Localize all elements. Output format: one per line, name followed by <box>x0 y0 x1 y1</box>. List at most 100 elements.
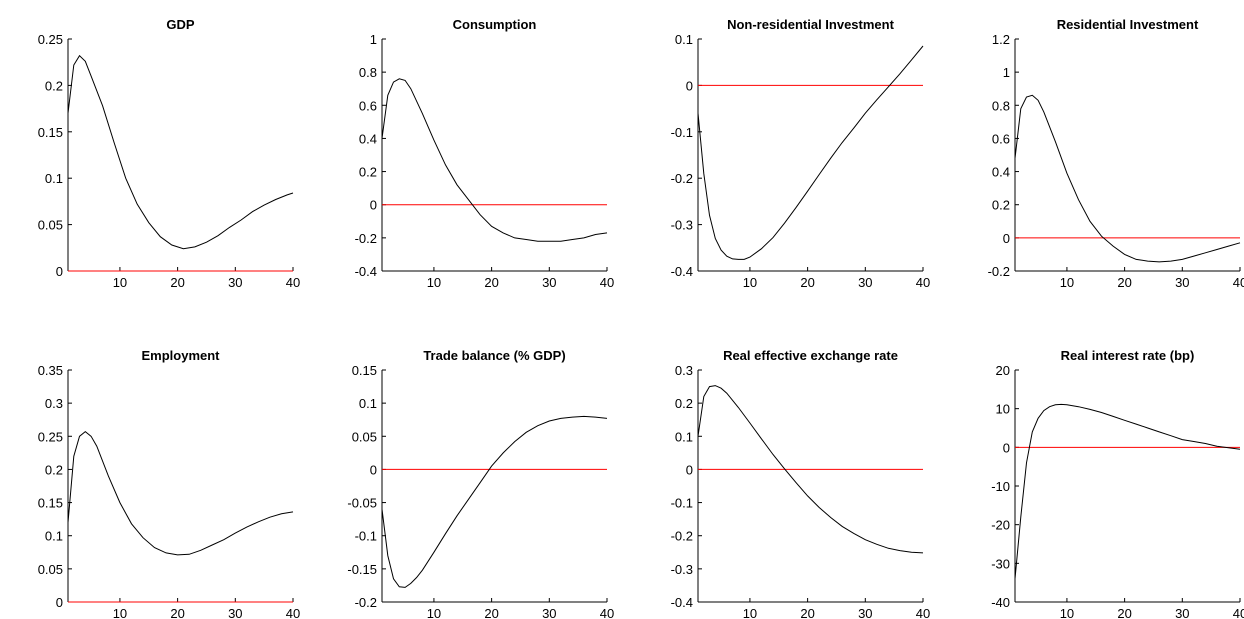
y-tick-label: 0.1 <box>45 171 63 186</box>
series-line <box>697 45 924 260</box>
y-tick-label: 0.2 <box>359 165 377 180</box>
x-tick-label: 40 <box>600 275 614 290</box>
x-tick-label: 20 <box>800 275 814 290</box>
y-tick-label: -0.05 <box>347 496 377 511</box>
y-tick-label: 0.35 <box>38 363 63 378</box>
y-tick-label: 0.2 <box>992 198 1010 213</box>
x-tick-label: 10 <box>427 606 441 619</box>
x-tick-label: 30 <box>542 275 556 290</box>
y-tick-label: 0.15 <box>352 363 377 378</box>
y-tick-label: 0.2 <box>45 78 63 93</box>
y-tick-label: 0.05 <box>38 218 63 233</box>
chart-panel-3: Non-residential Investment -0.4 -0.3 -0.2 -0… <box>671 17 931 290</box>
y-tick-label: 0.3 <box>45 396 63 411</box>
x-tick-label: 10 <box>743 606 757 619</box>
y-tick-label: 0.6 <box>992 131 1010 146</box>
y-tick-label: 0.15 <box>38 496 63 511</box>
y-tick-label: 0.2 <box>675 396 693 411</box>
x-tick-label: 40 <box>916 275 930 290</box>
y-tick-label: -0.3 <box>671 218 693 233</box>
x-tick-label: 30 <box>858 606 872 619</box>
chart-panel-4: Residential Investment -0.2 0 0.2 0.4 0.6 0.8 1… <box>988 17 1244 290</box>
chart-panel-7: Real effective exchange rate -0.4 -0.3 -0.2… <box>671 348 931 619</box>
chart-panel-6: Trade balance (% GDP) -0.2 -0.15 -0.1 -0.05 0… <box>347 348 614 619</box>
y-tick-label: -10 <box>991 479 1010 494</box>
chart-panel-5: Employment 0 0.05 0.1 0.15 0.2 0.25 0.3 0.35 10 20… <box>38 348 301 619</box>
x-tick-label: 20 <box>1117 606 1131 619</box>
y-tick-label: -0.3 <box>671 562 693 577</box>
chart-title: Non-residential Investment <box>727 17 895 32</box>
y-tick-label: -30 <box>991 556 1010 571</box>
y-tick-label: -0.15 <box>347 562 377 577</box>
x-tick-label: 40 <box>1233 275 1244 290</box>
y-tick-label: 0.8 <box>359 65 377 80</box>
y-tick-label: 0.1 <box>675 32 693 47</box>
y-tick-label: 0.25 <box>38 32 63 47</box>
x-tick-label: 40 <box>286 275 300 290</box>
x-tick-label: 20 <box>484 275 498 290</box>
y-tick-label: 0.6 <box>359 98 377 113</box>
y-tick-label: -20 <box>991 518 1010 533</box>
x-tick-label: 30 <box>542 606 556 619</box>
x-tick-label: 40 <box>286 606 300 619</box>
y-tick-label: 1 <box>1003 65 1010 80</box>
y-tick-label: 0.25 <box>38 429 63 444</box>
y-tick-label: 0.15 <box>38 125 63 140</box>
x-tick-label: 10 <box>427 275 441 290</box>
x-tick-label: 20 <box>800 606 814 619</box>
y-tick-label: 0.05 <box>352 429 377 444</box>
y-tick-label: 1 <box>370 32 377 47</box>
y-tick-label: 0 <box>370 462 377 477</box>
chart-title: Trade balance (% GDP) <box>423 348 565 363</box>
y-tick-label: 0 <box>1003 440 1010 455</box>
x-tick-label: 20 <box>484 606 498 619</box>
y-tick-label: -0.2 <box>355 231 377 246</box>
x-tick-label: 40 <box>916 606 930 619</box>
x-tick-label: 20 <box>170 606 184 619</box>
y-tick-label: -0.1 <box>355 529 377 544</box>
y-tick-label: 0.1 <box>675 429 693 444</box>
y-tick-label: 0.3 <box>675 363 693 378</box>
y-tick-label: -0.1 <box>671 496 693 511</box>
y-tick-label: 0 <box>686 78 693 93</box>
series-line <box>381 78 608 242</box>
y-tick-label: 0.05 <box>38 562 63 577</box>
y-tick-label: 0.8 <box>992 98 1010 113</box>
series-line <box>67 54 294 250</box>
y-tick-label: -0.4 <box>671 264 693 279</box>
x-tick-label: 30 <box>1175 606 1189 619</box>
x-tick-label: 10 <box>113 275 127 290</box>
y-tick-label: -0.2 <box>671 529 693 544</box>
y-tick-label: 0 <box>1003 231 1010 246</box>
x-tick-label: 30 <box>228 275 242 290</box>
chart-title: GDP <box>166 17 195 32</box>
series-line <box>381 415 608 588</box>
y-tick-label: 0 <box>56 264 63 279</box>
series-line <box>1014 94 1241 263</box>
y-tick-label: -0.2 <box>671 171 693 186</box>
chart-title: Real effective exchange rate <box>723 348 898 363</box>
y-tick-label: 0.1 <box>45 529 63 544</box>
series-line <box>1014 403 1241 579</box>
y-tick-label: 0 <box>370 198 377 213</box>
chart-title: Real interest rate (bp) <box>1061 348 1195 363</box>
y-tick-label: -0.1 <box>671 125 693 140</box>
chart-panel-2: Consumption -0.4 -0.2 0 0.2 0.4 0.6 0.8 1 10 20 30 4… <box>355 17 615 290</box>
chart-title: Employment <box>141 348 220 363</box>
x-tick-label: 30 <box>1175 275 1189 290</box>
y-tick-label: -0.4 <box>355 264 377 279</box>
x-tick-label: 20 <box>1117 275 1131 290</box>
y-tick-label: -0.2 <box>355 595 377 610</box>
y-tick-label: 20 <box>996 363 1010 378</box>
y-tick-label: -0.4 <box>671 595 693 610</box>
y-tick-label: 1.2 <box>992 32 1010 47</box>
y-tick-label: 0 <box>686 462 693 477</box>
y-tick-label: 0.1 <box>359 396 377 411</box>
chart-title: Consumption <box>453 17 537 32</box>
y-tick-label: 0.4 <box>359 131 377 146</box>
x-tick-label: 10 <box>743 275 757 290</box>
x-tick-label: 30 <box>228 606 242 619</box>
x-tick-label: 40 <box>1233 606 1244 619</box>
